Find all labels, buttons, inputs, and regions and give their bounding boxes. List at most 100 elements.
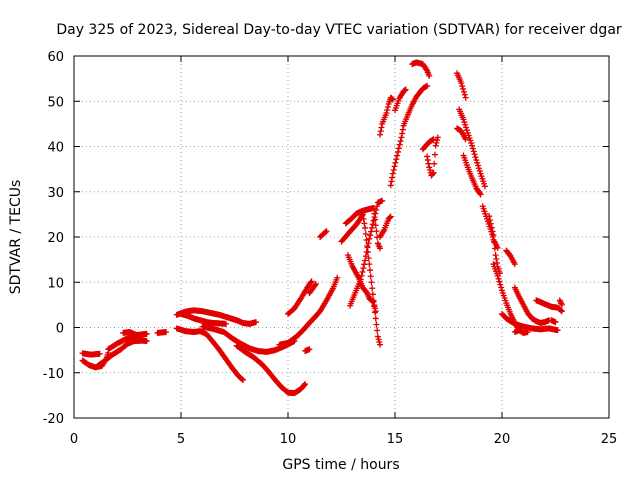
data-point xyxy=(511,261,518,268)
data-point xyxy=(374,333,381,340)
data-point xyxy=(369,298,376,305)
data-point xyxy=(463,127,470,134)
data-point xyxy=(389,96,396,103)
data-point xyxy=(494,259,501,266)
data-point xyxy=(423,66,430,73)
data-point xyxy=(434,134,441,141)
data-point xyxy=(370,217,377,224)
data-point xyxy=(426,167,433,174)
data-point xyxy=(369,221,376,228)
series-arc16 xyxy=(317,228,330,240)
series-arc23 xyxy=(377,94,396,138)
data-point xyxy=(458,80,465,87)
series-arc35 xyxy=(503,247,518,268)
series-arc14 xyxy=(302,346,313,355)
series-arc22 xyxy=(387,82,431,189)
data-point xyxy=(363,248,370,255)
series-arc19 xyxy=(344,252,379,315)
series-arc37 xyxy=(511,284,553,326)
data-point xyxy=(163,329,170,336)
series-arc38 xyxy=(511,327,523,336)
data-point xyxy=(462,136,469,143)
data-point xyxy=(143,338,150,345)
data-point xyxy=(377,245,384,252)
data-point xyxy=(302,381,309,388)
data-point xyxy=(373,228,380,235)
data-point xyxy=(461,91,468,98)
data-point xyxy=(474,159,481,166)
series-arc27 xyxy=(419,136,437,153)
data-point xyxy=(222,320,229,327)
data-point xyxy=(388,178,395,185)
y-tick-label: 0 xyxy=(56,322,64,337)
series-arc41 xyxy=(548,317,559,326)
data-point xyxy=(368,228,375,235)
series-arc08 xyxy=(178,310,229,327)
data-point xyxy=(366,261,373,268)
data-point xyxy=(431,151,438,158)
data-point xyxy=(433,139,440,146)
data-point xyxy=(389,174,396,181)
data-point xyxy=(493,256,500,263)
data-point xyxy=(308,278,315,285)
data-point xyxy=(494,272,501,279)
data-point xyxy=(469,142,476,149)
data-point xyxy=(383,110,390,117)
data-point xyxy=(378,124,385,131)
data-point xyxy=(460,85,467,92)
series-arc06 xyxy=(154,329,170,336)
data-point xyxy=(372,210,379,217)
data-point xyxy=(372,315,379,322)
data-point xyxy=(96,350,103,357)
data-point xyxy=(311,282,318,289)
chart-grid xyxy=(74,56,609,418)
data-point xyxy=(370,299,377,306)
data-point xyxy=(481,183,488,190)
data-point xyxy=(462,121,469,128)
series-arc21 xyxy=(377,213,394,240)
data-point xyxy=(475,165,482,172)
data-point xyxy=(463,124,470,131)
data-point xyxy=(312,281,319,288)
data-point xyxy=(396,141,403,148)
data-point xyxy=(488,224,495,231)
series-arc05 xyxy=(120,329,146,340)
data-point xyxy=(372,308,379,315)
data-point xyxy=(558,308,565,315)
data-point xyxy=(392,159,399,166)
data-point xyxy=(367,232,374,239)
data-point xyxy=(554,327,561,334)
data-point xyxy=(430,136,437,143)
data-point xyxy=(365,240,372,247)
data-point xyxy=(430,169,437,176)
series-arc20 xyxy=(347,197,386,309)
data-point xyxy=(362,253,369,260)
data-point xyxy=(377,128,384,135)
data-point xyxy=(374,203,381,210)
data-point xyxy=(372,222,379,229)
series-arc26 xyxy=(424,134,441,179)
data-point xyxy=(476,190,483,197)
series-arc25 xyxy=(409,59,433,79)
data-point xyxy=(377,341,384,348)
data-point xyxy=(490,232,497,239)
data-point xyxy=(379,197,386,204)
data-point xyxy=(376,338,383,345)
data-point xyxy=(387,213,394,220)
data-point xyxy=(390,167,397,174)
x-tick-label: 20 xyxy=(494,432,511,447)
data-point xyxy=(362,224,369,231)
data-point xyxy=(424,82,431,89)
data-point xyxy=(495,275,502,282)
data-point xyxy=(384,103,391,110)
data-point xyxy=(389,170,396,177)
data-point xyxy=(491,245,498,252)
data-point xyxy=(369,285,376,292)
data-point xyxy=(252,319,259,326)
data-point xyxy=(143,330,150,337)
data-point xyxy=(387,182,394,189)
y-axis-label: SDTVAR / TECUs xyxy=(8,180,24,295)
chart-title: Day 325 of 2023, Sidereal Day-to-day VTE… xyxy=(56,22,622,38)
data-point xyxy=(498,284,505,291)
data-point xyxy=(323,228,330,235)
